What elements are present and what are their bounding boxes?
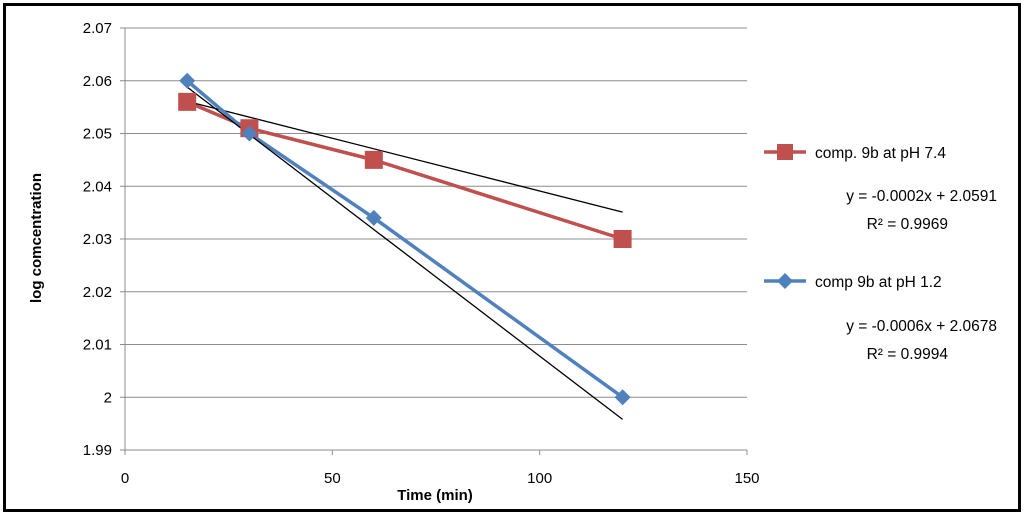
legend-item-series-1: comp. 9b at pH 7.4 bbox=[764, 144, 946, 162]
chart-frame bbox=[3, 3, 1021, 512]
y-tick-label: 2.07 bbox=[83, 20, 112, 37]
data-point-series-1 bbox=[613, 230, 632, 248]
x-tick-label: 50 bbox=[324, 470, 341, 487]
trendline-series-1 bbox=[187, 100, 623, 213]
data-point-series-2 bbox=[241, 125, 258, 142]
x-axis-title: Time (min) bbox=[397, 487, 473, 504]
data-point-series-2 bbox=[365, 209, 382, 226]
series-line-1 bbox=[186, 100, 624, 241]
data-point-series-2 bbox=[179, 72, 196, 89]
y-tick-label: 1.99 bbox=[83, 442, 112, 459]
x-tick-label: 0 bbox=[121, 470, 129, 487]
x-tick-label: 100 bbox=[527, 470, 552, 487]
y-tick-label: 2.06 bbox=[83, 73, 112, 90]
y-axis-title: log comcentration bbox=[28, 173, 45, 303]
legend-item-series-2: comp 9b at pH 1.2 bbox=[764, 273, 942, 291]
trendline-series-2 bbox=[186, 86, 623, 420]
legend: comp. 9b at pH 7.4 y = -0.0002x + 2.0591… bbox=[764, 144, 997, 363]
y-tick-label: 2.02 bbox=[83, 284, 112, 301]
y-tick-label: 2.05 bbox=[83, 126, 112, 143]
y-tick-label: 2 bbox=[104, 389, 112, 406]
data-point-series-1 bbox=[364, 150, 383, 169]
legend-marker-series-2 bbox=[777, 273, 793, 289]
series-line-2 bbox=[186, 79, 624, 399]
trendline-equation-series-2: y = -0.0006x + 2.0678 bbox=[846, 318, 997, 335]
legend-label-series-1: comp. 9b at pH 7.4 bbox=[815, 145, 946, 162]
axes bbox=[120, 27, 748, 455]
data-point-series-2 bbox=[614, 389, 631, 406]
y-tick-label: 2.01 bbox=[83, 337, 112, 354]
trendline-r2-series-2: R² = 0.9994 bbox=[867, 346, 949, 363]
y-tick-label: 2.04 bbox=[83, 178, 112, 195]
y-tick-label: 2.03 bbox=[83, 231, 112, 248]
grid bbox=[125, 27, 747, 398]
legend-marker-series-1 bbox=[777, 144, 793, 160]
x-tick-labels: 0 50 100 150 bbox=[121, 470, 760, 487]
trendline-equation-series-1: y = -0.0002x + 2.0591 bbox=[846, 188, 997, 205]
y-tick-labels: 1.99 2 2.01 2.02 2.03 2.04 2.05 2.06 2.07 bbox=[83, 20, 112, 459]
legend-label-series-2: comp 9b at pH 1.2 bbox=[815, 274, 942, 291]
plot-area bbox=[178, 72, 632, 420]
data-point-series-1 bbox=[178, 92, 197, 111]
trendline-r2-series-1: R² = 0.9969 bbox=[867, 216, 948, 233]
x-tick-label: 150 bbox=[734, 470, 759, 487]
